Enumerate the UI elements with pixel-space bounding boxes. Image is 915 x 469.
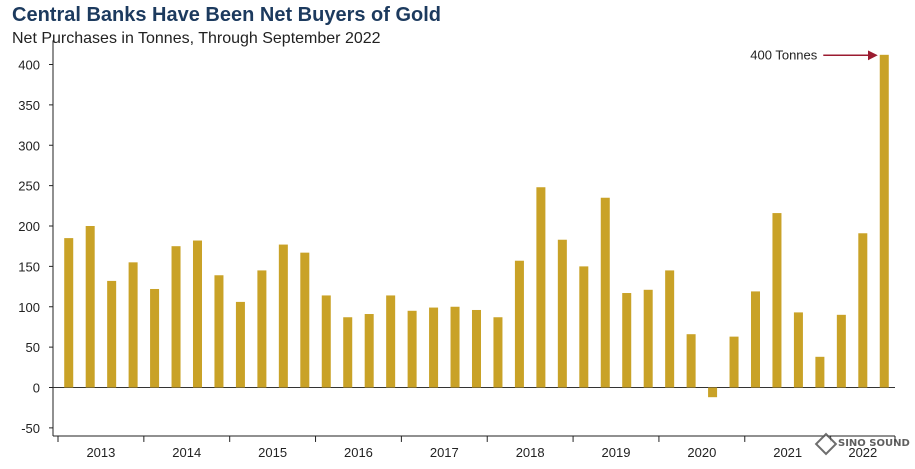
bar [85,226,95,388]
watermark: SINO SOUND [814,432,910,456]
y-tick-label: 200 [18,219,40,234]
bar [300,252,310,388]
x-tick-label: 2021 [773,445,802,460]
bar [407,310,417,388]
bar [364,314,374,388]
bar [343,317,353,388]
x-tick-label: 2014 [172,445,201,460]
annotation-group: 400 Tonnes [750,47,878,62]
bar [214,275,224,388]
bar [665,270,675,388]
y-tick-label: 300 [18,138,40,153]
bar [321,295,331,388]
y-tick-label: 0 [33,381,40,396]
bar [793,312,803,388]
bar [278,244,288,388]
y-tick-label: 150 [18,259,40,274]
y-tick-label: 400 [18,58,40,73]
x-tick-label: 2017 [430,445,459,460]
bar [836,314,846,388]
bars-group [64,54,889,398]
annotation-label: 400 Tonnes [750,47,817,62]
bar [429,307,439,388]
bar [879,54,889,388]
bar [107,280,117,388]
x-tick-label: 2013 [86,445,115,460]
bar [858,233,868,388]
x-tick-label: 2020 [687,445,716,460]
bar [557,239,567,388]
bar [150,288,160,388]
bar [514,260,524,388]
chart-subtitle: Net Purchases in Tonnes, Through Septemb… [12,30,381,47]
bar [622,293,632,388]
x-axis: 2013 2014 2015 2016 2017 2018 2019 2020 2021 2022 [53,435,896,460]
bar [815,356,825,388]
y-tick-label: 50 [26,340,40,355]
bar [686,334,696,388]
bar [750,291,760,388]
y-tick-label: 350 [18,98,40,113]
bar [128,262,138,388]
bar [729,336,739,388]
bar [192,240,202,388]
watermark-text: SINO SOUND [838,438,910,449]
bar [235,301,245,388]
x-tick-label: 2016 [344,445,373,460]
bar [708,387,718,398]
x-tick-label: 2022 [848,445,877,460]
bar [493,317,503,388]
bar [772,213,782,388]
y-tick-label: -50 [21,421,40,436]
bar [257,270,267,388]
y-tick-label: 250 [18,179,40,194]
x-tick-label: 2019 [602,445,631,460]
bar [171,246,181,388]
bar [600,197,610,388]
bar [579,266,589,388]
bar [471,309,481,388]
x-tick-label: 2018 [516,445,545,460]
bar [450,306,460,388]
y-tick-label: 100 [18,300,40,315]
chart-title: Central Banks Have Been Net Buyers of Go… [12,4,442,26]
bar [536,187,546,388]
bar [64,238,74,388]
bar [643,289,653,388]
bar [386,295,396,388]
x-tick-label: 2015 [258,445,287,460]
watermark-logo-icon [814,432,838,456]
